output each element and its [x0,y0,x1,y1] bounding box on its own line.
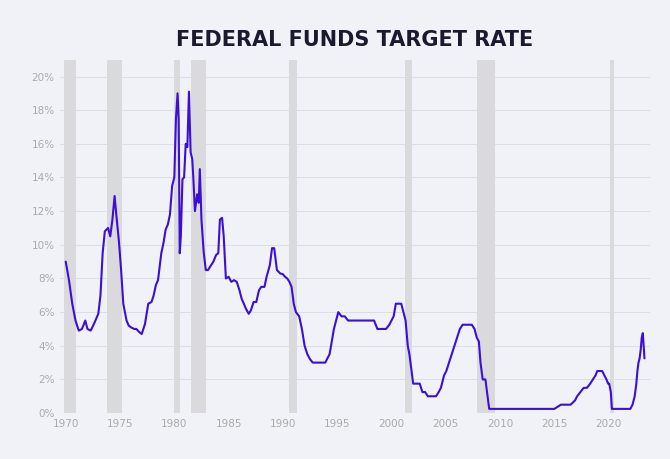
Bar [477,60,494,413]
Bar [107,60,122,413]
Bar [174,60,180,413]
Bar [64,60,76,413]
Bar [405,60,412,413]
Bar [190,60,206,413]
Bar [289,60,297,413]
Title: FEDERAL FUNDS TARGET RATE: FEDERAL FUNDS TARGET RATE [176,30,534,50]
Bar [610,60,614,413]
